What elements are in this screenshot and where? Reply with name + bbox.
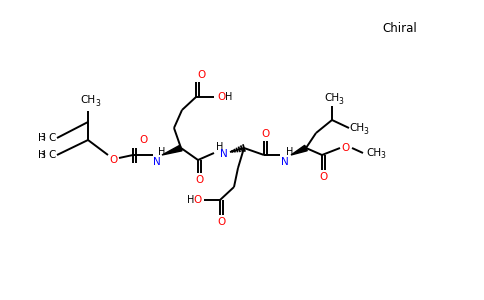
Text: 3: 3 (41, 151, 45, 160)
Text: O: O (261, 129, 269, 139)
Text: C: C (48, 150, 55, 160)
Text: CH: CH (324, 93, 340, 103)
Polygon shape (162, 145, 182, 155)
Text: Chiral: Chiral (383, 22, 417, 34)
Text: H: H (38, 133, 46, 143)
Text: O: O (140, 135, 148, 145)
Text: H: H (38, 150, 46, 160)
Text: H: H (216, 142, 224, 152)
Text: N: N (281, 157, 289, 167)
Text: H: H (287, 147, 294, 157)
Text: H: H (226, 92, 233, 102)
Text: H: H (158, 147, 166, 157)
Text: O: O (195, 175, 203, 185)
Text: O: O (319, 172, 327, 182)
Text: N: N (153, 157, 161, 167)
Text: 3: 3 (41, 134, 45, 142)
Text: O: O (341, 143, 349, 153)
Text: 3: 3 (339, 97, 344, 106)
Text: O: O (217, 217, 225, 227)
Text: O: O (109, 155, 117, 165)
Text: H: H (187, 195, 195, 205)
Polygon shape (291, 145, 307, 155)
Text: CH: CH (80, 95, 95, 105)
Text: O: O (217, 92, 225, 102)
Text: 3: 3 (380, 152, 385, 160)
Text: 3: 3 (363, 127, 368, 136)
Text: O: O (198, 70, 206, 80)
Text: CH: CH (349, 123, 364, 133)
Text: O: O (194, 195, 202, 205)
Text: C: C (48, 133, 55, 143)
Text: CH: CH (366, 148, 381, 158)
Text: 3: 3 (95, 98, 101, 107)
Text: N: N (220, 149, 228, 159)
